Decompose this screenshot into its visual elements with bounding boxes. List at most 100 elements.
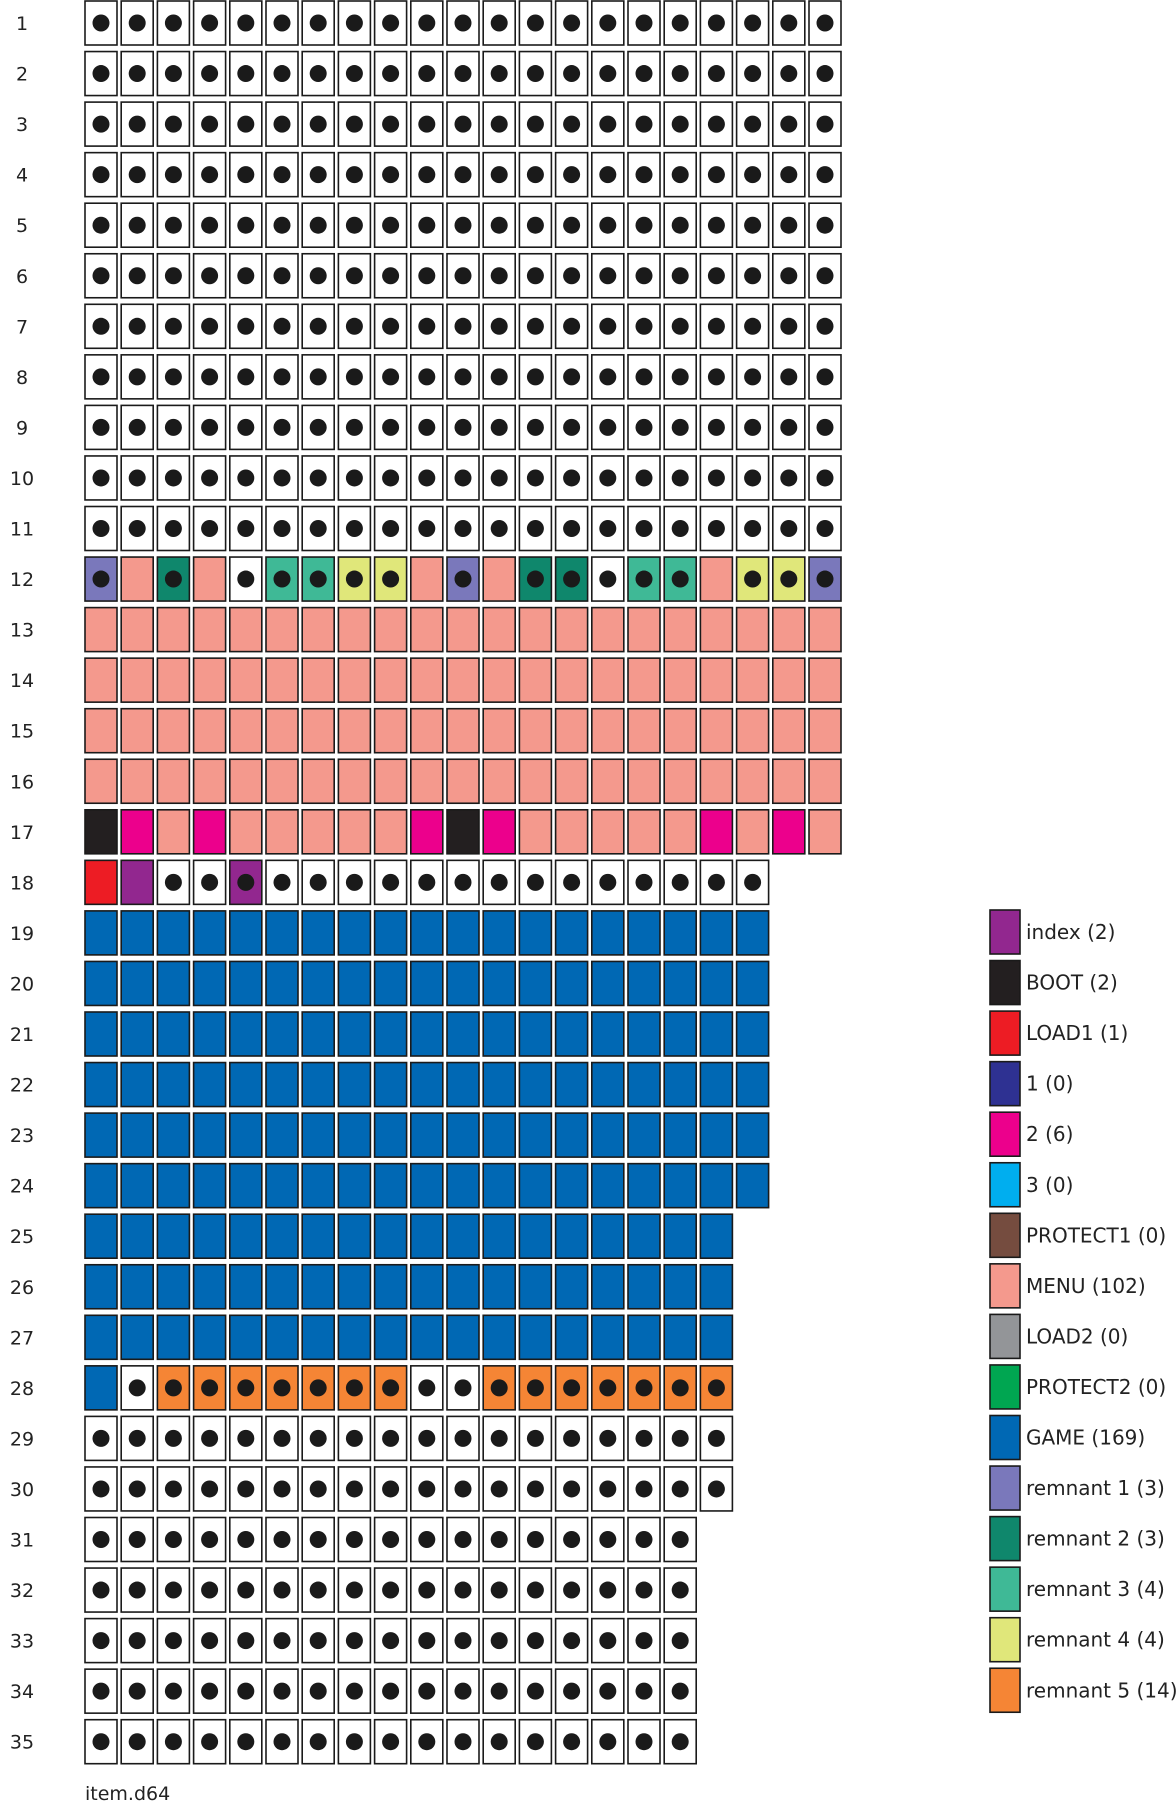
sector-cell xyxy=(337,808,372,855)
track-number-label: 33 xyxy=(10,1631,34,1653)
legend-item: remnant 5 (14) xyxy=(989,1667,1176,1714)
sector-cell xyxy=(518,657,553,703)
sector-dot xyxy=(599,368,617,386)
sector-dot xyxy=(635,469,653,487)
sector-dot xyxy=(671,317,689,335)
sector-cell xyxy=(554,1011,589,1057)
sector-dot xyxy=(563,267,581,285)
sector-cell xyxy=(446,808,480,855)
sector-dot xyxy=(526,1531,544,1548)
track-number-label: 16 xyxy=(10,771,34,793)
sector-dot xyxy=(671,520,689,537)
sector-dot xyxy=(164,570,182,588)
sector-cell xyxy=(554,808,589,855)
sector-dot xyxy=(273,65,291,83)
legend-item: remnant 1 (3) xyxy=(989,1465,1165,1511)
sector-dot xyxy=(92,166,110,184)
sector-cell xyxy=(409,808,444,855)
sector-dot xyxy=(201,166,219,184)
sector-cell xyxy=(229,960,263,1007)
sector-dot xyxy=(418,1480,436,1498)
sector-cell xyxy=(446,404,480,451)
sector-dot xyxy=(563,520,581,537)
sector-cell xyxy=(120,1162,154,1209)
sector-cell xyxy=(699,606,734,653)
sector-dot xyxy=(707,368,725,386)
sector-cell xyxy=(735,808,770,855)
sector-dot xyxy=(201,1733,219,1751)
sector-dot xyxy=(526,1733,544,1751)
sector-dot xyxy=(490,469,508,487)
sector-cell xyxy=(518,707,553,754)
legend-item: GAME (169) xyxy=(989,1414,1145,1461)
sector-dot xyxy=(490,1632,508,1650)
track-number-label: 4 xyxy=(16,165,28,187)
sector-dot xyxy=(201,1480,219,1498)
sector-dot xyxy=(237,873,255,891)
track-row: 28 xyxy=(10,1365,734,1411)
sector-cell xyxy=(482,354,517,400)
sector-cell xyxy=(301,707,336,754)
sector-dot xyxy=(309,1379,327,1397)
sector-dot xyxy=(563,469,581,487)
sector-dot xyxy=(164,1581,182,1599)
sector-cell xyxy=(554,0,589,46)
sector-dot xyxy=(707,166,725,184)
track-number-label: 32 xyxy=(10,1580,34,1602)
sector-cell xyxy=(373,707,408,754)
sector-cell xyxy=(156,808,191,855)
sector-dot xyxy=(273,368,291,386)
sector-dot xyxy=(671,570,689,588)
track-number-label: 3 xyxy=(16,114,28,136)
legend-label: BOOT (2) xyxy=(1026,971,1118,995)
sector-cell xyxy=(554,606,589,653)
sector-cell xyxy=(554,657,589,703)
sector-dot xyxy=(563,1632,581,1650)
sector-dot xyxy=(563,65,581,83)
track-row: 6 xyxy=(16,252,842,299)
track-row: 12 xyxy=(10,556,842,602)
sector-dot xyxy=(92,115,110,133)
sector-dot xyxy=(382,1480,400,1498)
sector-dot xyxy=(237,1379,255,1397)
sector-cell xyxy=(482,707,517,754)
sector-cell xyxy=(446,1112,480,1158)
sector-dot xyxy=(635,873,653,891)
track-number-label: 30 xyxy=(10,1479,34,1501)
sector-cell xyxy=(590,1061,625,1108)
sector-dot xyxy=(454,873,472,891)
sector-dot xyxy=(309,317,327,335)
sector-dot xyxy=(382,1581,400,1599)
sector-cell xyxy=(265,707,299,754)
sector-dot xyxy=(92,1480,110,1498)
sector-cell xyxy=(554,303,589,350)
sector-cell xyxy=(265,1213,299,1259)
sector-dot xyxy=(744,873,762,891)
sector-cell xyxy=(337,1314,372,1361)
sector-dot xyxy=(744,14,762,32)
sector-dot xyxy=(201,1531,219,1548)
sector-dot xyxy=(309,1581,327,1599)
sector-dot xyxy=(345,115,363,133)
sector-dot xyxy=(671,216,689,234)
track-row: 10 xyxy=(10,455,842,501)
sector-dot xyxy=(707,1480,725,1498)
sector-dot xyxy=(635,1429,653,1447)
sector-cell xyxy=(627,808,661,855)
sector-cell xyxy=(84,758,118,805)
sector-dot xyxy=(816,115,834,133)
sector-dot xyxy=(92,65,110,83)
sector-dot xyxy=(309,267,327,285)
sector-dot xyxy=(273,317,291,335)
legend: index (2) BOOT (2) LOAD1 (1) 1 (0) 2 (6) 3 (0… xyxy=(989,909,1176,1714)
sector-cell xyxy=(590,1162,625,1209)
sector-cell xyxy=(590,1314,625,1361)
sector-dot xyxy=(599,873,617,891)
legend-label: index (2) xyxy=(1026,920,1115,944)
sector-dot xyxy=(671,1632,689,1650)
sector-cell xyxy=(120,1011,154,1057)
sector-dot xyxy=(635,115,653,133)
sector-dot xyxy=(309,14,327,32)
sector-dot xyxy=(345,317,363,335)
legend-swatch xyxy=(989,1313,1021,1360)
